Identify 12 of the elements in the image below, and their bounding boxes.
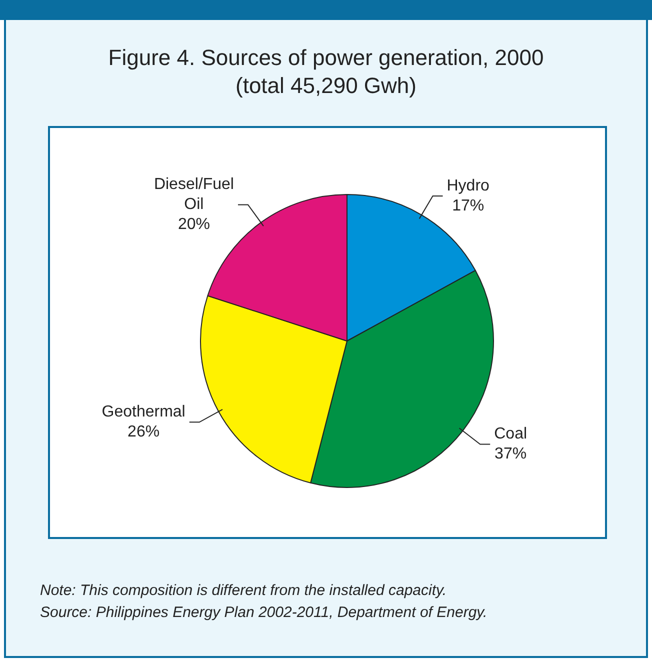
slice-label: Geothermal <box>102 404 186 421</box>
slice-label: Hydro <box>446 177 490 194</box>
data-label: 37% <box>494 446 527 463</box>
source-note: Source: Philippines Energy Plan 2002-2011, Department of Energy. <box>40 603 488 623</box>
data-label: 20% <box>178 216 210 234</box>
chart-subtitle: (total 45,290 Gwh) <box>234 72 418 100</box>
chart-title: Figure 4. Sources of power generation, 2000 <box>107 44 545 72</box>
data-label: 26% <box>128 424 160 441</box>
text: Note: This composition is different from the installed capacity. <box>40 581 448 601</box>
slice-label: Coal <box>494 426 528 443</box>
slice-label: Diesel/Fuel Oil <box>154 176 234 214</box>
data-label: 17% <box>452 197 484 214</box>
